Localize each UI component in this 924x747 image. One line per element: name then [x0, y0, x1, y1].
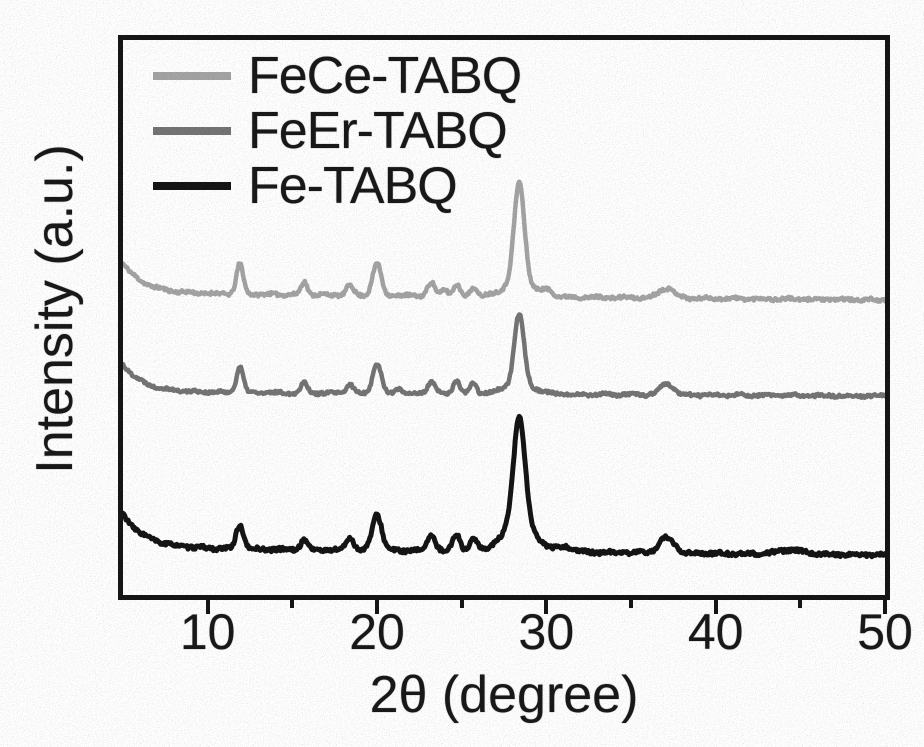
- series-fe-tabq: [123, 413, 885, 560]
- y-axis-label: Intensity (a.u.): [26, 144, 84, 474]
- legend: FeCe-TABQ FeEr-TABQ Fe-TABQ: [153, 46, 522, 213]
- x-tick-label: 20: [349, 604, 405, 660]
- x-tick-label: 50: [857, 604, 913, 660]
- x-minor-tick: [798, 600, 803, 608]
- x-tick-label: 10: [179, 604, 236, 660]
- legend-label: Fe-TABQ: [248, 156, 458, 215]
- legend-item: FeCe-TABQ: [153, 46, 522, 105]
- legend-label: FeCe-TABQ: [248, 46, 522, 105]
- x-minor-tick: [290, 600, 295, 608]
- legend-label: FeEr-TABQ: [248, 101, 508, 160]
- x-tick-label: 40: [687, 604, 744, 660]
- x-minor-tick: [459, 600, 464, 608]
- legend-swatch-feer-tabq: [153, 126, 231, 135]
- legend-item: Fe-TABQ: [153, 158, 521, 213]
- legend-swatch-fe-tabq: [153, 181, 231, 190]
- plot-frame: FeCe-TABQ FeEr-TABQ Fe-TABQ: [118, 35, 890, 600]
- x-minor-tick: [629, 600, 633, 608]
- series-feer-tabq: [123, 312, 885, 400]
- x-axis-label: 2θ (degree): [369, 666, 639, 724]
- legend-swatch-fece-tabq: [153, 71, 231, 80]
- x-tick-label: 30: [518, 604, 575, 660]
- legend-item: FeEr-TABQ: [153, 103, 521, 158]
